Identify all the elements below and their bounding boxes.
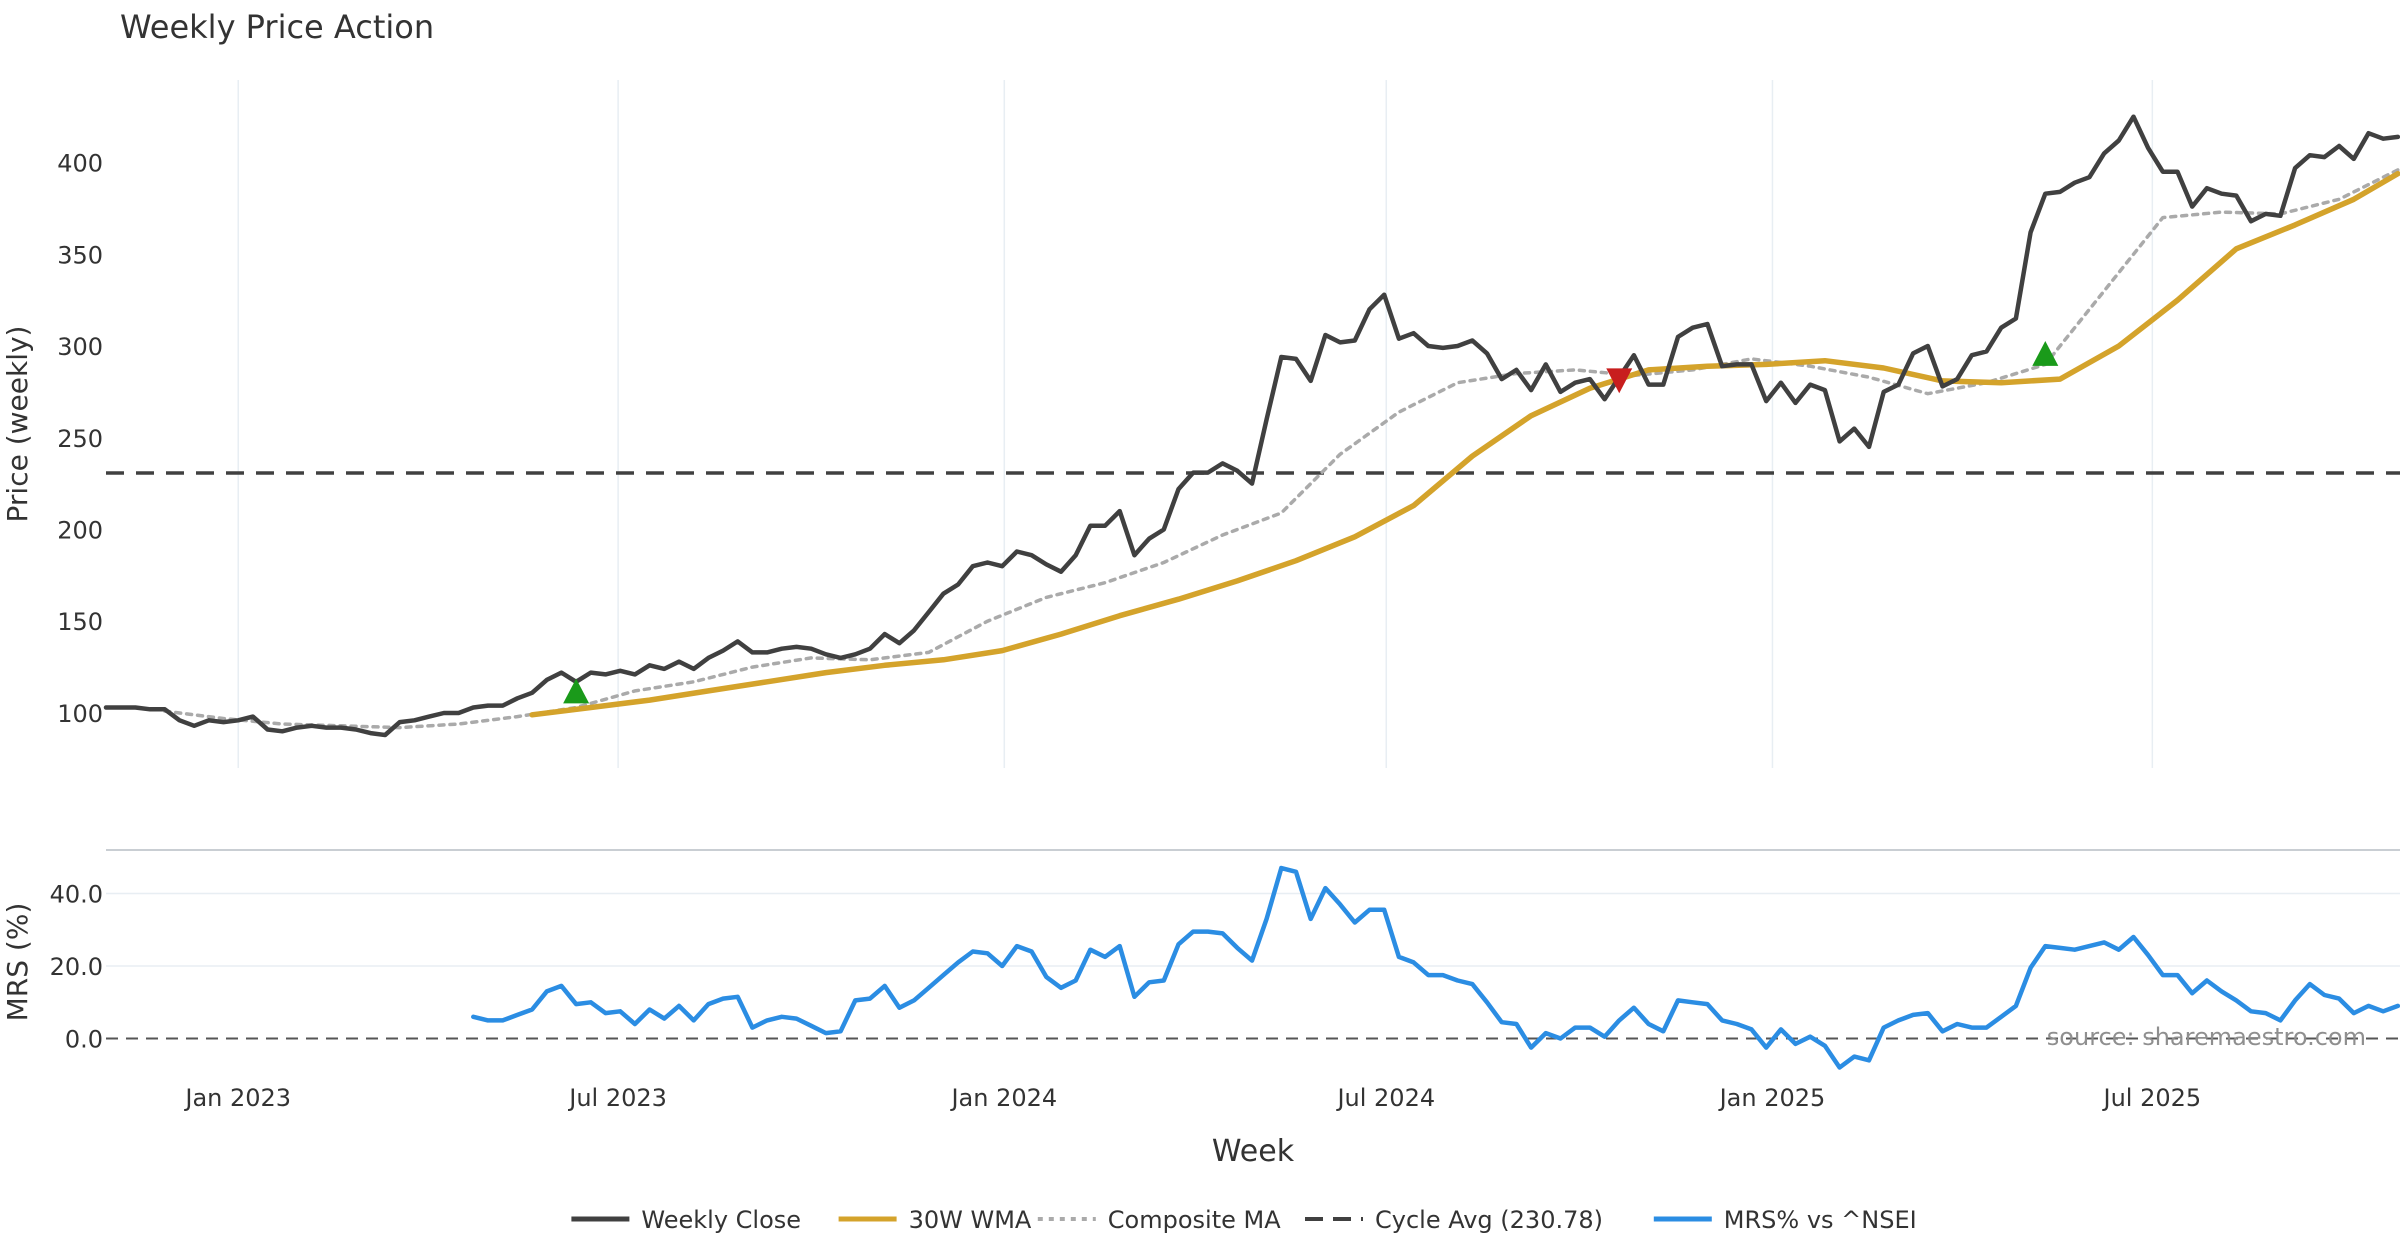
chart-title: Weekly Price Action	[120, 8, 434, 46]
price-y-tick-label: 250	[57, 425, 103, 453]
mrs-y-axis: 0.0 20.0 40.0	[50, 881, 103, 1054]
legend: Weekly Close 30W WMA Composite MA Cycle Avg…	[571, 1206, 1917, 1234]
mrs-y-axis-label: MRS (%)	[1, 903, 34, 1022]
legend-label: 30W WMA	[909, 1206, 1032, 1234]
legend-label: MRS% vs ^NSEI	[1724, 1206, 1917, 1234]
mrs-y-tick-label: 20.0	[50, 953, 103, 981]
mrs-y-tick-label: 40.0	[50, 881, 103, 909]
x-tick-label: Jan 2023	[183, 1084, 291, 1112]
price-y-tick-label: 150	[57, 608, 103, 636]
price-y-tick-label: 350	[57, 241, 103, 269]
mrs-y-tick-label: 0.0	[65, 1026, 103, 1054]
mrs-series	[106, 865, 2400, 1070]
legend-label: Weekly Close	[641, 1206, 801, 1234]
x-tick-label: Jan 2025	[1718, 1084, 1826, 1112]
price-panel-grid	[237, 80, 2154, 768]
legend-label: Cycle Avg (230.78)	[1375, 1206, 1603, 1234]
mrs-panel-grid	[106, 892, 2400, 967]
source-annotation: source: sharemaestro.com	[2047, 1023, 2366, 1051]
x-tick-label: Jan 2024	[949, 1084, 1057, 1112]
price-y-tick-label: 100	[57, 700, 103, 728]
x-tick-label: Jul 2024	[1335, 1084, 1435, 1112]
x-tick-label: Jul 2025	[2102, 1084, 2202, 1112]
buy-signal-marker	[2032, 341, 2059, 366]
price-series	[103, 114, 2400, 738]
composite-ma-line	[163, 168, 2400, 730]
price-y-tick-label: 200	[57, 516, 103, 544]
mrs-line	[471, 865, 2400, 1070]
wma-30w-line	[529, 170, 2400, 718]
x-axis-label: Week	[1212, 1134, 1295, 1169]
price-y-tick-label: 400	[57, 150, 103, 178]
buy-signal-marker	[563, 678, 590, 704]
price-y-axis-label: Price (weekly)	[1, 326, 34, 523]
weekly-close-line	[103, 114, 2400, 738]
legend-label: Composite MA	[1108, 1206, 1281, 1234]
x-axis: Jan 2023 Jul 2023 Jan 2024 Jul 2024 Jan 2025…	[183, 1084, 2201, 1112]
x-tick-label: Jul 2023	[567, 1084, 667, 1112]
sell-signal-marker	[1606, 368, 1633, 394]
price-y-axis: 100 150 200 250 300 350 400	[57, 150, 103, 728]
price-y-tick-label: 300	[57, 333, 103, 361]
